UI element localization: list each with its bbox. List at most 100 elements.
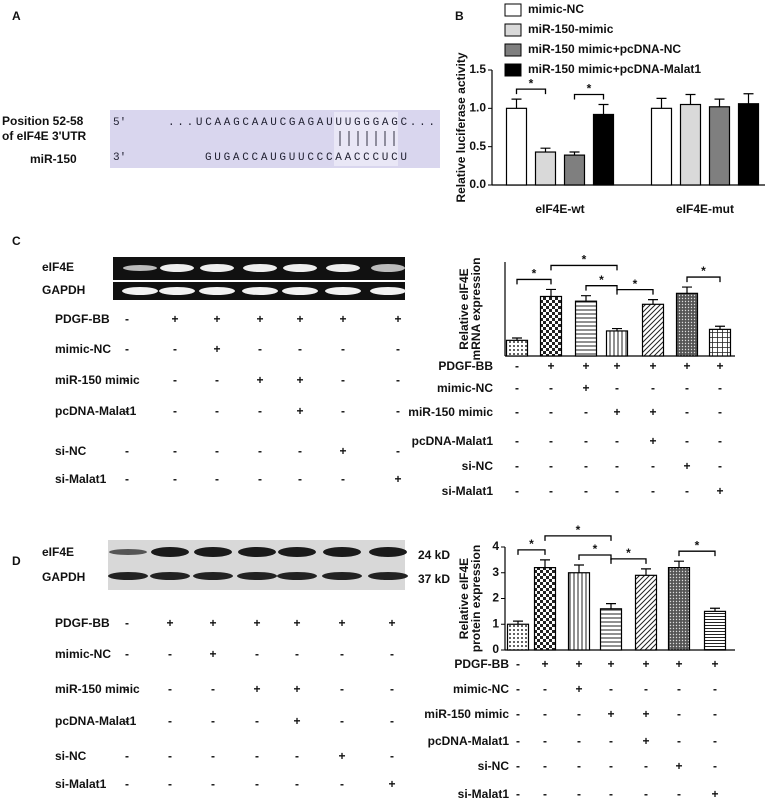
treatment-sign: -: [609, 734, 613, 748]
treatment-sign: -: [718, 459, 722, 473]
treatment-label: si-NC: [462, 459, 494, 473]
treatment-sign: -: [685, 484, 689, 498]
error-bar: [598, 103, 609, 115]
blot-band: [278, 547, 316, 557]
treatment-sign: -: [168, 647, 172, 661]
error-bar: [682, 286, 692, 294]
treatment-sign: -: [125, 342, 129, 356]
utr-sequence: ...UCAAGCAAUCGAGAUUUGGGAGC...: [168, 117, 435, 129]
significance-bracket: [573, 93, 605, 100]
treatment-sign: -: [255, 647, 259, 661]
blot-band: [150, 572, 190, 580]
bar: [574, 300, 598, 357]
bar: [599, 608, 623, 651]
treatment-sign: +: [541, 657, 548, 671]
treatment-sign: -: [295, 749, 299, 763]
y-axis-label: mRNA expression: [469, 258, 483, 361]
treatment-sign: -: [125, 616, 129, 630]
error-bar: [540, 147, 551, 153]
treatment-sign: +: [209, 616, 216, 630]
bar: [675, 292, 699, 357]
treatment-sign: -: [255, 714, 259, 728]
treatment-sign: -: [615, 381, 619, 395]
treatment-sign: +: [388, 777, 395, 791]
error-bar: [574, 564, 584, 573]
size-label: 24 kD: [418, 548, 450, 562]
treatment-sign: +: [716, 484, 723, 498]
treatment-sign: +: [209, 647, 216, 661]
treatment-sign: -: [341, 472, 345, 486]
y-axis-label: Relative eIF4E: [457, 558, 471, 639]
treatment-sign: -: [543, 734, 547, 748]
treatment-sign: -: [255, 777, 259, 791]
treatment-sign: +: [293, 714, 300, 728]
treatment-sign: -: [677, 707, 681, 721]
treatment-label: mimic-NC: [437, 381, 493, 395]
treatment-sign: -: [718, 381, 722, 395]
legend-label: miR-150 mimic+pcDNA-NC: [528, 42, 681, 56]
treatment-sign: +: [339, 312, 346, 326]
treatment-sign: -: [215, 444, 219, 458]
treatment-sign: +: [683, 359, 690, 373]
bar: [708, 328, 732, 357]
treatment-sign: -: [677, 682, 681, 696]
legend-label: miR-150 mimic+pcDNA-Malat1: [528, 62, 701, 76]
y-tick-label: 1.5: [469, 62, 486, 76]
treatment-label: si-NC: [478, 759, 510, 773]
treatment-sign: -: [168, 777, 172, 791]
treatment-sign: -: [515, 484, 519, 498]
treatment-sign: -: [713, 682, 717, 696]
treatment-sign: -: [125, 749, 129, 763]
treatment-sign: -: [516, 787, 520, 801]
bar: [641, 303, 665, 357]
treatment-sign: +: [338, 616, 345, 630]
gel-band: [283, 264, 317, 272]
treatment-sign: +: [296, 373, 303, 387]
treatment-sign: -: [396, 373, 400, 387]
strand-end: 5': [113, 117, 126, 129]
treatment-sign: -: [173, 472, 177, 486]
treatment-sign: +: [582, 381, 589, 395]
treatment-sign: +: [171, 312, 178, 326]
treatment-sign: -: [168, 682, 172, 696]
treatment-sign: -: [549, 484, 553, 498]
treatment-sign: +: [253, 616, 260, 630]
gel-label: eIF4E: [42, 545, 74, 559]
gel-band: [371, 264, 405, 272]
blot-band: [369, 547, 407, 557]
error-bar: [715, 325, 725, 330]
treatment-sign: +: [649, 434, 656, 448]
position-label: of eIF4E 3'UTR: [2, 129, 87, 143]
treatment-sign: -: [215, 472, 219, 486]
treatment-sign: -: [609, 682, 613, 696]
treatment-sign: -: [390, 749, 394, 763]
treatment-sign: +: [296, 404, 303, 418]
treatment-sign: -: [298, 472, 302, 486]
treatment-sign: +: [675, 657, 682, 671]
treatment-sign: -: [677, 787, 681, 801]
treatment-sign: +: [213, 312, 220, 326]
treatment-label: mimic-NC: [453, 682, 509, 696]
treatment-label: mimic-NC: [55, 647, 111, 661]
treatment-label: PDGF-BB: [454, 657, 509, 671]
panel-label: D: [12, 554, 21, 568]
treatment-label: pcDNA-Malat1: [55, 714, 137, 728]
treatment-label: si-Malat1: [55, 472, 107, 486]
significance-bracket: [686, 276, 721, 283]
treatment-sign: -: [173, 342, 177, 356]
treatment-sign: -: [549, 459, 553, 473]
bar: [679, 103, 702, 186]
blot-band: [108, 572, 148, 580]
treatment-sign: -: [651, 484, 655, 498]
treatment-sign: -: [515, 434, 519, 448]
significance-label: *: [587, 82, 592, 96]
significance-bracket: [516, 278, 552, 285]
treatment-sign: -: [584, 434, 588, 448]
treatment-sign: -: [516, 734, 520, 748]
significance-label: *: [695, 538, 700, 552]
error-bar: [685, 93, 696, 105]
panel-label: A: [12, 9, 21, 23]
blot-band: [193, 572, 233, 580]
y-tick-label: 4: [492, 539, 499, 553]
treatment-sign: -: [577, 734, 581, 748]
